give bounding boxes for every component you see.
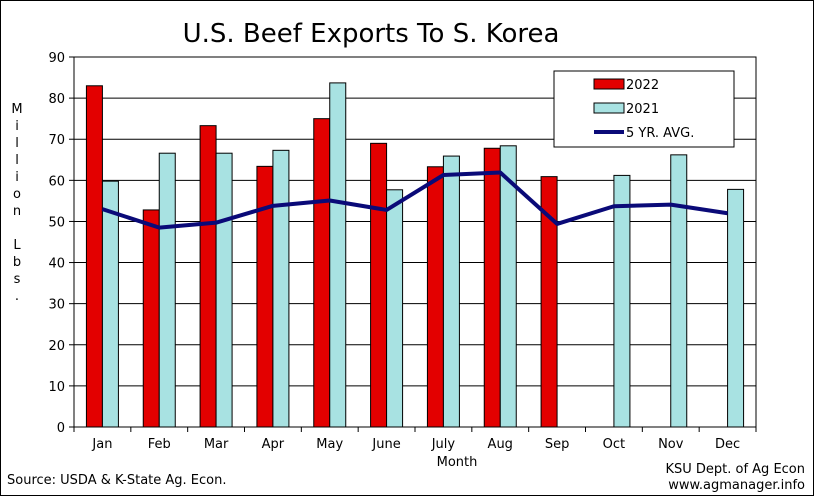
legend-label: 2021 bbox=[626, 102, 659, 117]
bar-2021 bbox=[727, 188, 745, 428]
average-line bbox=[101, 170, 728, 230]
bar-2021 bbox=[272, 149, 290, 428]
bar-2022 bbox=[85, 85, 103, 428]
y-axis-label-char: L bbox=[13, 238, 21, 253]
y-tick-label: 60 bbox=[48, 174, 65, 189]
y-axis-label-char: n bbox=[12, 204, 22, 219]
bar-2021 bbox=[499, 145, 517, 428]
y-tick-label: 10 bbox=[48, 380, 65, 395]
x-tick-label: June bbox=[371, 437, 400, 452]
y-tick-label: 0 bbox=[57, 421, 65, 436]
y-tick-label: 90 bbox=[48, 51, 65, 66]
x-tick-label: Jan bbox=[91, 437, 112, 452]
plot-border bbox=[73, 56, 757, 428]
x-tick-label: May bbox=[316, 437, 343, 452]
x-tick-label: Sep bbox=[545, 437, 570, 452]
source-note: Source: USDA & K-State Ag. Econ. bbox=[7, 473, 227, 488]
y-axis-label-char: l bbox=[15, 153, 19, 168]
x-tick-label: July bbox=[431, 437, 456, 452]
y-axis-label-char: b bbox=[12, 255, 22, 270]
x-tick-label: Dec bbox=[715, 437, 740, 452]
bar-2021 bbox=[158, 152, 176, 428]
x-tick-label: Oct bbox=[603, 437, 625, 452]
bar-2021 bbox=[101, 180, 119, 428]
bar-2021 bbox=[442, 155, 460, 428]
x-axis-title: Month bbox=[437, 455, 478, 470]
y-axis-label-char: s bbox=[13, 272, 21, 287]
y-axis-label-char: . bbox=[14, 289, 20, 304]
bar-2021 bbox=[329, 82, 347, 428]
bar-2021 bbox=[670, 154, 688, 428]
y-axis-label-char: M bbox=[11, 102, 23, 117]
y-tick-label: 40 bbox=[48, 257, 65, 272]
bar-2022 bbox=[142, 209, 160, 428]
bar-2022 bbox=[483, 147, 501, 428]
bar-2021 bbox=[613, 174, 631, 428]
y-tick-label: 30 bbox=[48, 298, 65, 313]
y-axis-label-char: i bbox=[15, 119, 19, 134]
y-tick-label: 20 bbox=[48, 339, 65, 354]
credit-line-1: KSU Dept. of Ag Econ bbox=[665, 462, 805, 477]
bar-2021 bbox=[215, 152, 233, 428]
x-tick-label: Aug bbox=[488, 437, 513, 452]
x-tick-label: Mar bbox=[204, 437, 229, 452]
legend-label: 5 YR. AVG. bbox=[626, 126, 694, 141]
bar-2022 bbox=[199, 125, 217, 428]
x-tick-label: Feb bbox=[148, 437, 171, 452]
bar-2021 bbox=[386, 189, 404, 428]
x-tick-label: Apr bbox=[262, 437, 285, 452]
y-axis-label-char: o bbox=[13, 187, 21, 202]
y-axis-label-char: i bbox=[15, 170, 19, 185]
legend-label: 2022 bbox=[626, 78, 659, 93]
y-tick-label: 80 bbox=[48, 92, 65, 107]
credit-line-2: www.agmanager.info bbox=[668, 478, 805, 493]
legend-box bbox=[553, 70, 735, 148]
y-axis-label-char: l bbox=[15, 136, 19, 151]
y-tick-label: 70 bbox=[48, 133, 65, 148]
legend-swatch bbox=[593, 102, 625, 114]
bar-2022 bbox=[426, 166, 444, 428]
bar-2022 bbox=[313, 118, 331, 428]
x-tick-label: Nov bbox=[658, 437, 684, 452]
bar-2022 bbox=[370, 142, 388, 428]
y-tick-label: 50 bbox=[48, 215, 65, 230]
chart-title: U.S. Beef Exports To S. Korea bbox=[182, 19, 560, 49]
legend-swatch bbox=[593, 78, 625, 90]
